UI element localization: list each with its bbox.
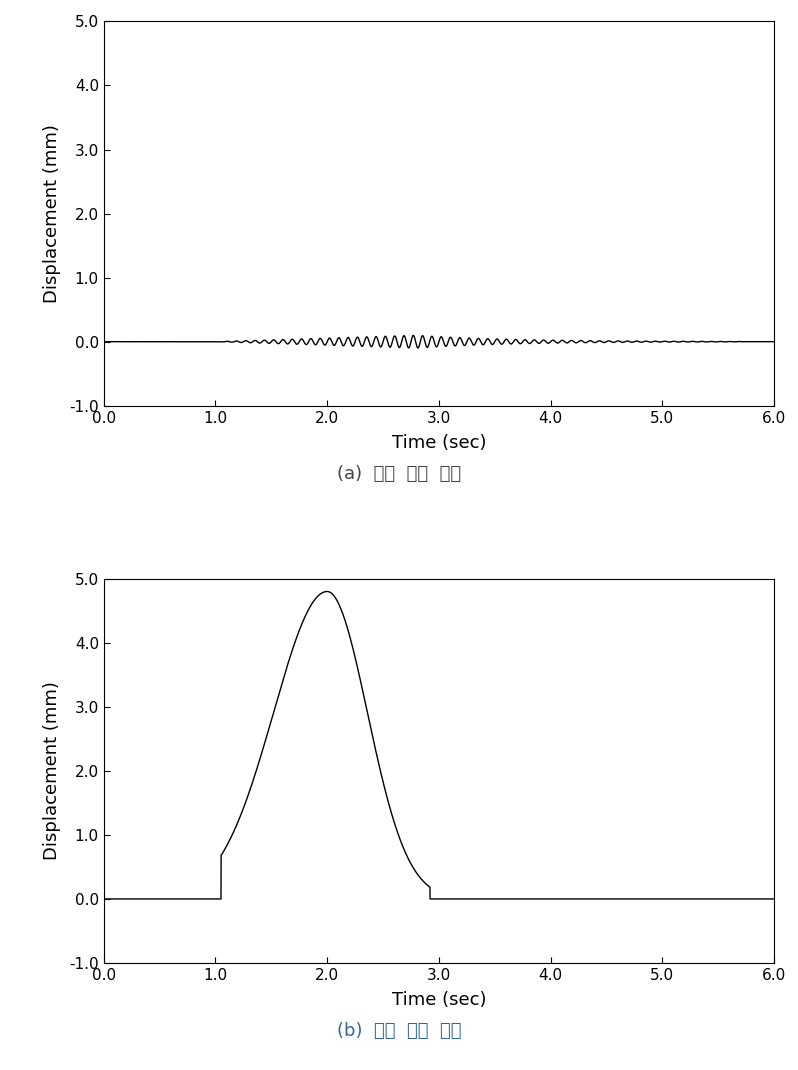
Text: (b)  정적  변위  성분: (b) 정적 변위 성분 [337,1022,461,1040]
Y-axis label: Displacement (mm): Displacement (mm) [43,124,61,303]
Y-axis label: Displacement (mm): Displacement (mm) [43,682,61,860]
Text: (a)  동적  변위  성분: (a) 동적 변위 성분 [337,464,461,483]
X-axis label: Time (sec): Time (sec) [392,434,486,452]
X-axis label: Time (sec): Time (sec) [392,991,486,1009]
